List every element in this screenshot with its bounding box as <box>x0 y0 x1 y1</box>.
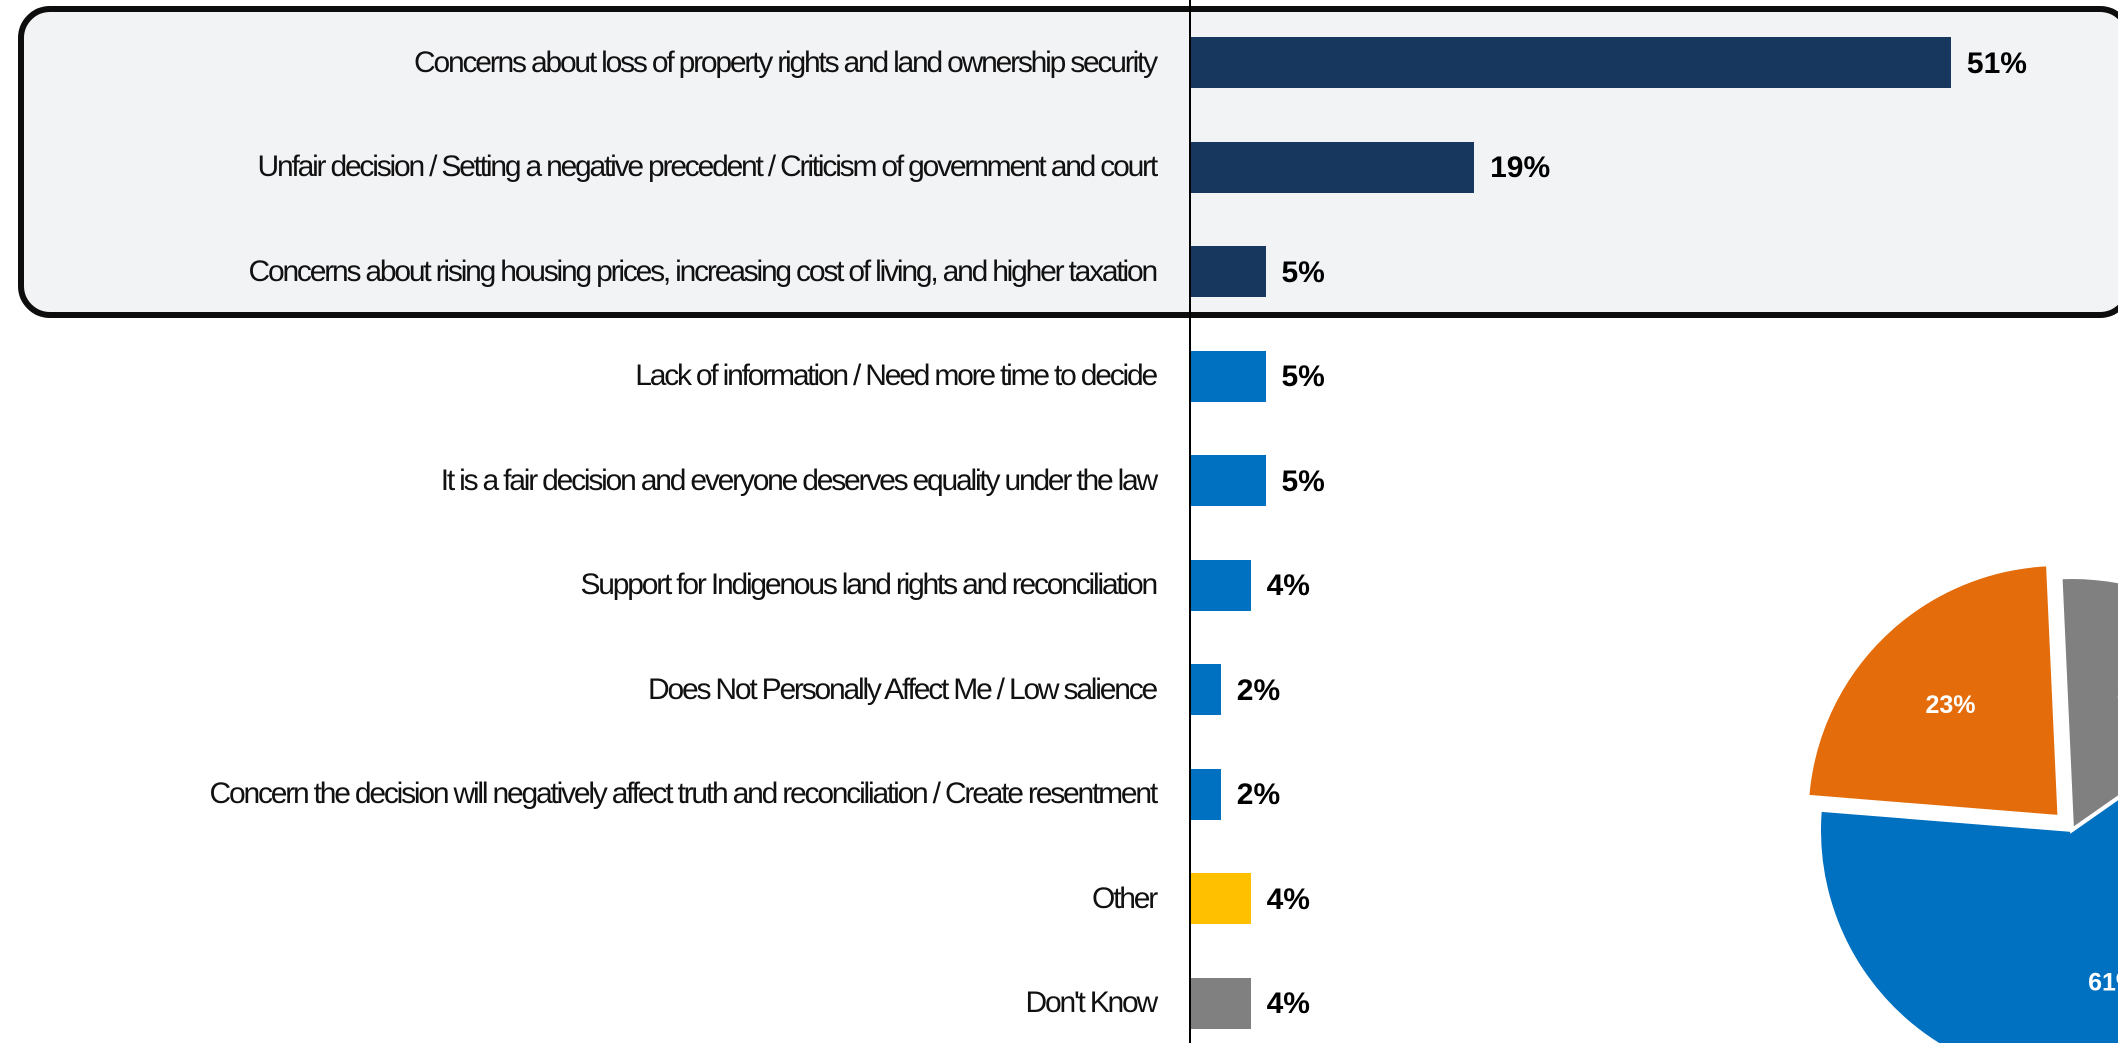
bar <box>1191 873 1251 924</box>
value-label: 5% <box>1281 360 1325 393</box>
category-label: It is a fair decision and everyone deser… <box>440 463 1158 497</box>
pie-slice-label: 61% <box>2088 968 2118 996</box>
category-label: Concerns about loss of property rights a… <box>414 45 1158 79</box>
pie-slice <box>1805 562 2062 820</box>
value-label: 2% <box>1236 778 1281 811</box>
value-label: 5% <box>1281 464 1325 498</box>
bar <box>1191 37 1951 88</box>
value-label: 4% <box>1266 569 1310 602</box>
category-label: Other <box>1091 881 1158 915</box>
pie-slice <box>1817 795 2118 1043</box>
pie-slice <box>2058 575 2118 834</box>
value-label: 2% <box>1236 673 1281 707</box>
bar <box>1191 455 1266 506</box>
bar <box>1191 664 1221 715</box>
value-label: 5% <box>1281 255 1325 289</box>
bar <box>1191 977 1251 1029</box>
bar <box>1191 768 1221 820</box>
bar <box>1191 559 1251 611</box>
value-label: 51% <box>1966 46 2027 80</box>
category-label: Concerns about rising housing prices, in… <box>248 254 1159 288</box>
category-label: Support for Indigenous land rights and r… <box>580 568 1158 601</box>
category-label: Unfair decision / Setting a negative pre… <box>257 150 1159 183</box>
value-label: 19% <box>1490 151 1551 184</box>
category-label: Concern the decision will negatively aff… <box>209 777 1159 810</box>
value-label: 4% <box>1266 987 1310 1020</box>
bar <box>1191 141 1475 193</box>
category-label: Lack of information / Need more time to … <box>635 359 1158 392</box>
value-label: 4% <box>1266 882 1310 916</box>
category-axis-line <box>1189 0 1191 1043</box>
category-label: Don't Know <box>1025 986 1159 1019</box>
category-label: Does Not Personally Affect Me / Low sali… <box>648 672 1158 706</box>
bar <box>1191 350 1266 402</box>
pie-slice-label: 23% <box>1926 691 1976 719</box>
pie-slice-label: 16% <box>2116 676 2118 704</box>
bar <box>1191 246 1266 297</box>
